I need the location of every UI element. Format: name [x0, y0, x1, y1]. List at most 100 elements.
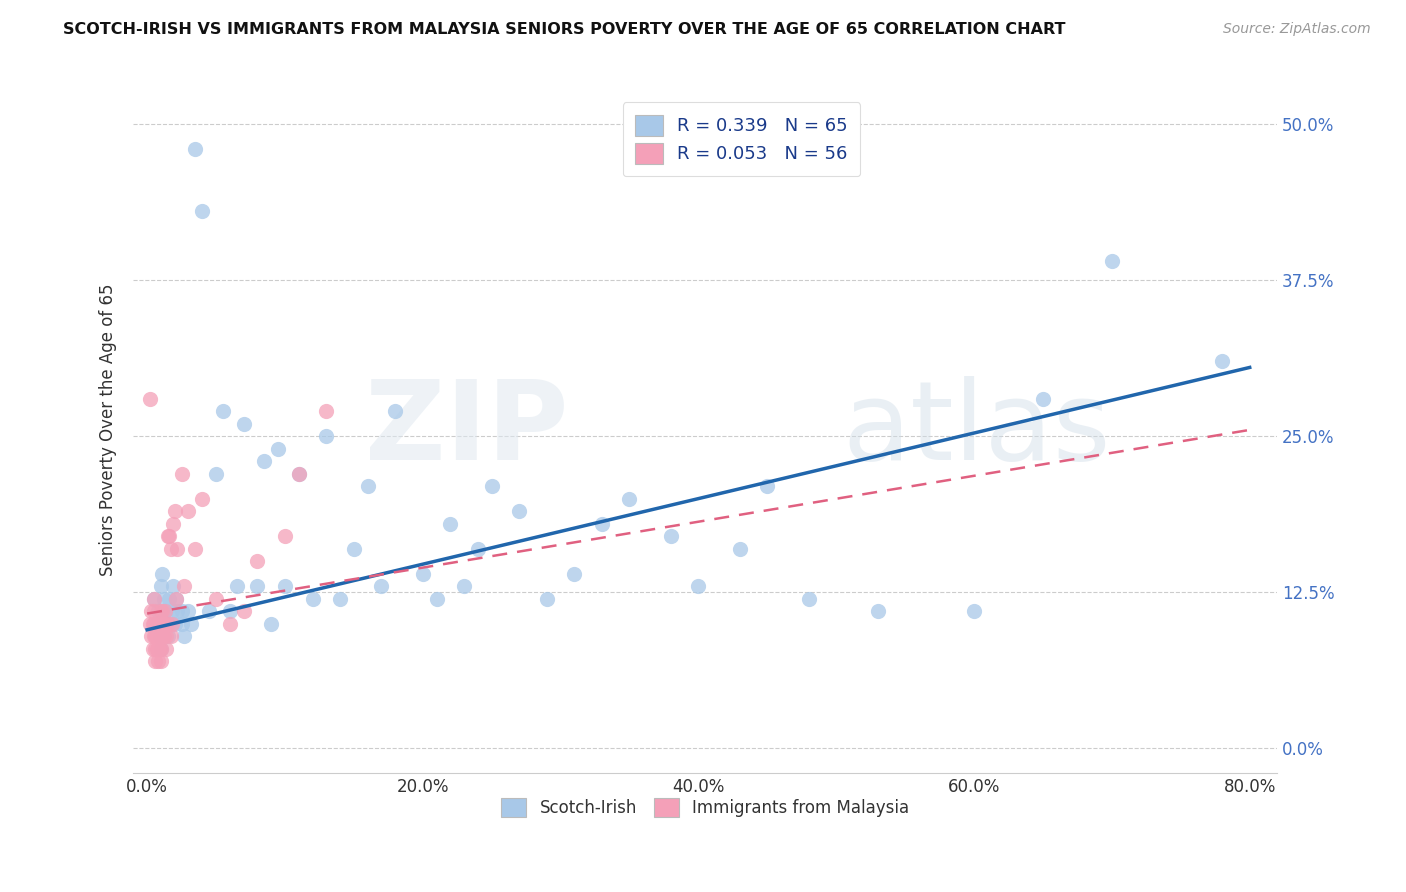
Point [170, 467, 193, 481]
Point [143, 591, 166, 606]
Point [797, 591, 820, 606]
Point [412, 566, 434, 581]
Point [150, 566, 173, 581]
Point [156, 616, 179, 631]
Point [145, 641, 167, 656]
Point [260, 616, 283, 631]
Point [146, 604, 169, 618]
Point [142, 641, 165, 656]
Point [157, 529, 180, 543]
Point [160, 604, 183, 618]
Point [173, 579, 195, 593]
Point [198, 604, 221, 618]
Point [149, 616, 172, 631]
Point [756, 479, 779, 493]
Point [157, 591, 180, 606]
Point [153, 616, 176, 631]
Point [148, 629, 170, 643]
Point [143, 591, 166, 606]
Point [155, 629, 177, 643]
Point [866, 604, 889, 618]
Point [142, 616, 165, 631]
Point [159, 541, 181, 556]
Point [246, 554, 269, 568]
Text: SCOTCH-IRISH VS IMMIGRANTS FROM MALAYSIA SENIORS POVERTY OVER THE AGE OF 65 CORR: SCOTCH-IRISH VS IMMIGRANTS FROM MALAYSIA… [63, 22, 1066, 37]
Point [218, 616, 240, 631]
Point [153, 604, 176, 618]
Point [467, 541, 489, 556]
Point [155, 641, 177, 656]
Point [301, 591, 323, 606]
Point [177, 604, 200, 618]
Point [146, 654, 169, 668]
Point [156, 629, 179, 643]
Point [150, 604, 173, 618]
Point [1211, 354, 1233, 368]
Point [145, 629, 167, 643]
Point [184, 142, 207, 156]
Point [145, 616, 167, 631]
Point [139, 616, 162, 631]
Point [728, 541, 751, 556]
Point [163, 616, 186, 631]
Point [149, 579, 172, 593]
Point [159, 629, 181, 643]
Point [148, 629, 170, 643]
Point [149, 629, 172, 643]
Point [274, 579, 297, 593]
Point [170, 616, 193, 631]
Text: ZIP: ZIP [364, 376, 568, 483]
Point [191, 491, 214, 506]
Point [156, 529, 179, 543]
Point [149, 641, 172, 656]
Point [232, 417, 254, 431]
Point [191, 204, 214, 219]
Point [508, 504, 530, 518]
Point [384, 404, 406, 418]
Point [184, 541, 207, 556]
Point [619, 491, 641, 506]
Point [166, 604, 188, 618]
Point [173, 629, 195, 643]
Point [163, 504, 186, 518]
Point [159, 616, 181, 631]
Point [659, 529, 682, 543]
Point [143, 629, 166, 643]
Point [180, 616, 202, 631]
Point [152, 629, 174, 643]
Point [153, 604, 176, 618]
Point [149, 654, 172, 668]
Point [149, 641, 172, 656]
Point [145, 654, 167, 668]
Point [564, 566, 586, 581]
Point [963, 604, 986, 618]
Point [287, 467, 309, 481]
Point [218, 604, 240, 618]
Point [481, 479, 503, 493]
Point [453, 579, 475, 593]
Point [1101, 254, 1123, 268]
Point [146, 629, 169, 643]
Point [205, 591, 228, 606]
Point [149, 604, 172, 618]
Point [1032, 392, 1054, 406]
Point [152, 591, 174, 606]
Point [145, 641, 167, 656]
Point [205, 467, 228, 481]
Point [162, 579, 184, 593]
Point [536, 591, 558, 606]
Point [370, 579, 392, 593]
Point [225, 579, 247, 593]
Point [145, 629, 167, 643]
Point [170, 604, 193, 618]
Point [177, 504, 200, 518]
Point [146, 641, 169, 656]
Point [329, 591, 352, 606]
Point [315, 429, 337, 443]
Point [155, 616, 177, 631]
Text: atlas: atlas [842, 376, 1111, 483]
Point [160, 616, 183, 631]
Point [315, 404, 337, 418]
Point [139, 392, 162, 406]
Point [343, 541, 366, 556]
